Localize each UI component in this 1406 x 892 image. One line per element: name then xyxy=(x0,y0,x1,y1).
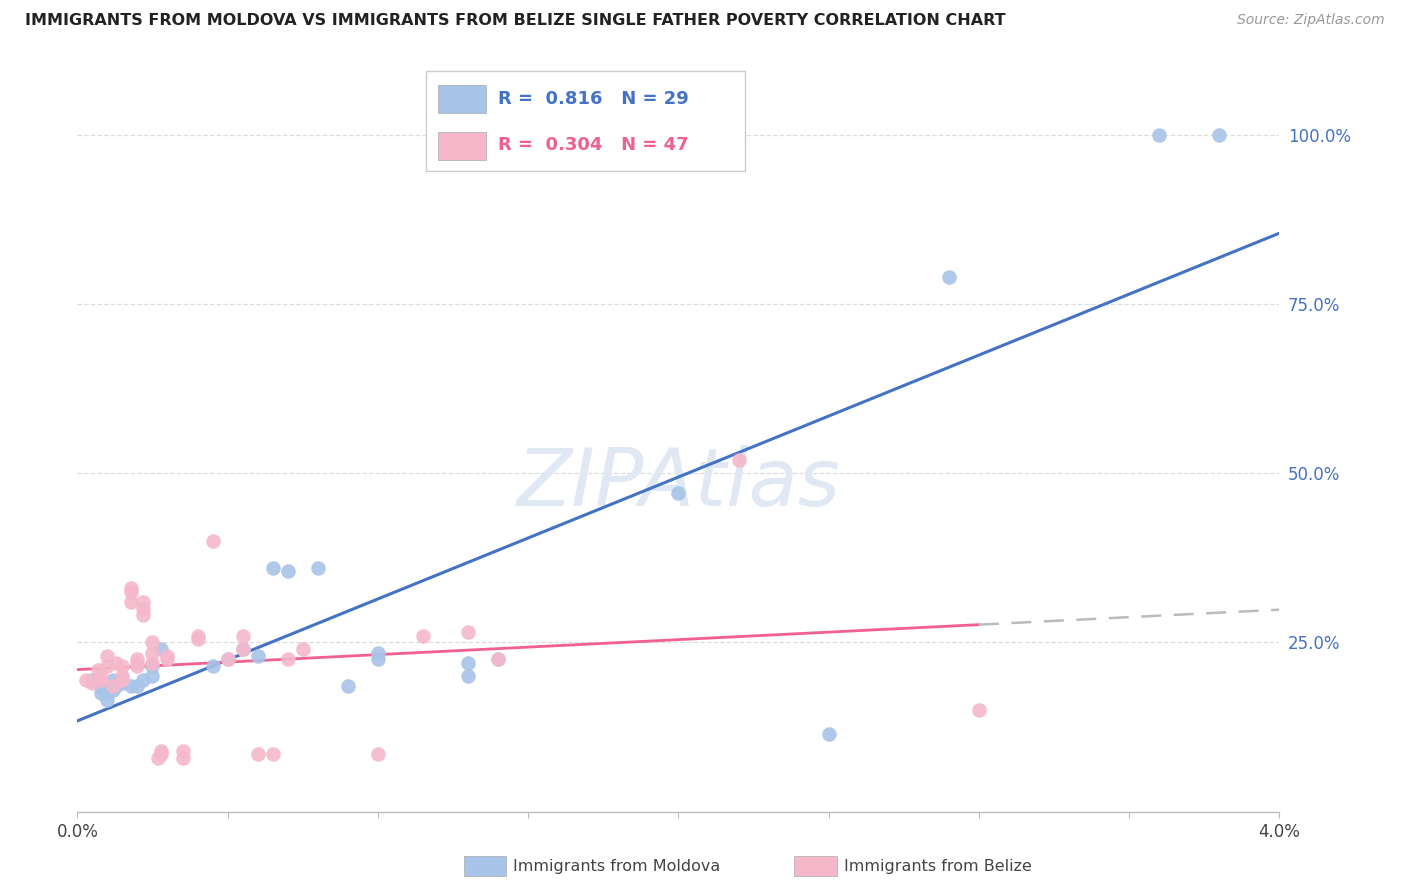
Point xyxy=(96,686,118,700)
Point xyxy=(187,629,209,643)
Point xyxy=(457,669,479,683)
Point xyxy=(96,693,118,707)
Text: Source: ZipAtlas.com: Source: ZipAtlas.com xyxy=(1237,13,1385,28)
Point xyxy=(291,642,314,657)
Point xyxy=(82,673,104,687)
Point xyxy=(120,680,142,694)
Point xyxy=(217,652,239,666)
Point xyxy=(141,646,163,660)
Point xyxy=(232,629,254,643)
Y-axis label: Single Father Poverty: Single Father Poverty xyxy=(0,358,7,521)
Point xyxy=(132,595,155,609)
Point xyxy=(367,652,389,666)
Point xyxy=(156,652,179,666)
Point xyxy=(1208,128,1230,142)
Point xyxy=(90,680,112,694)
Point xyxy=(277,652,299,666)
Point xyxy=(277,565,299,579)
Point xyxy=(103,680,125,694)
Point xyxy=(103,682,125,697)
Point xyxy=(367,747,389,761)
Point xyxy=(246,747,269,761)
Point xyxy=(967,703,990,717)
Point xyxy=(103,673,125,687)
Text: Immigrants from Belize: Immigrants from Belize xyxy=(844,859,1032,873)
Point xyxy=(150,642,173,657)
Point xyxy=(127,680,149,694)
Point xyxy=(938,269,960,284)
Point xyxy=(262,747,284,761)
Point xyxy=(127,656,149,670)
Point xyxy=(127,652,149,666)
Point xyxy=(172,744,194,758)
Point xyxy=(1149,128,1171,142)
Point xyxy=(90,669,112,683)
Point xyxy=(262,561,284,575)
Point xyxy=(132,601,155,615)
Point xyxy=(668,486,690,500)
Point xyxy=(111,669,134,683)
Point xyxy=(75,673,97,687)
Text: Immigrants from Moldova: Immigrants from Moldova xyxy=(513,859,720,873)
Point xyxy=(120,584,142,599)
Point xyxy=(87,663,110,677)
Point xyxy=(127,659,149,673)
Point xyxy=(486,652,509,666)
Text: IMMIGRANTS FROM MOLDOVA VS IMMIGRANTS FROM BELIZE SINGLE FATHER POVERTY CORRELAT: IMMIGRANTS FROM MOLDOVA VS IMMIGRANTS FR… xyxy=(25,13,1005,29)
Point xyxy=(412,629,434,643)
Point xyxy=(96,648,118,663)
Point xyxy=(132,673,155,687)
FancyBboxPatch shape xyxy=(439,85,486,113)
Point xyxy=(156,648,179,663)
Point xyxy=(187,632,209,646)
FancyBboxPatch shape xyxy=(439,132,486,160)
Point xyxy=(367,646,389,660)
Point xyxy=(111,659,134,673)
Text: ZIPAtlas: ZIPAtlas xyxy=(516,445,841,523)
Point xyxy=(201,659,224,673)
Point xyxy=(141,659,163,673)
Point xyxy=(111,673,134,687)
Point xyxy=(457,656,479,670)
Point xyxy=(336,680,359,694)
Point xyxy=(307,561,329,575)
Point xyxy=(150,744,173,758)
Point xyxy=(90,673,112,687)
Point xyxy=(105,656,128,670)
FancyBboxPatch shape xyxy=(426,70,745,171)
Point xyxy=(105,680,128,694)
Text: R =  0.304   N = 47: R = 0.304 N = 47 xyxy=(498,136,689,154)
Point xyxy=(96,659,118,673)
Point xyxy=(141,635,163,649)
Point xyxy=(817,727,839,741)
Point xyxy=(148,750,170,764)
Point xyxy=(246,648,269,663)
Point xyxy=(120,582,142,596)
Text: R =  0.816   N = 29: R = 0.816 N = 29 xyxy=(498,90,689,108)
Point xyxy=(150,747,173,761)
Point xyxy=(111,676,134,690)
Point xyxy=(217,652,239,666)
Point xyxy=(172,750,194,764)
Point xyxy=(141,669,163,683)
Point xyxy=(486,652,509,666)
Point xyxy=(727,452,749,467)
Point xyxy=(232,642,254,657)
Point xyxy=(457,625,479,640)
Point xyxy=(141,656,163,670)
Point xyxy=(132,608,155,623)
Point xyxy=(201,533,224,548)
Point xyxy=(120,595,142,609)
Point xyxy=(82,676,104,690)
Point xyxy=(90,686,112,700)
Point xyxy=(232,642,254,657)
